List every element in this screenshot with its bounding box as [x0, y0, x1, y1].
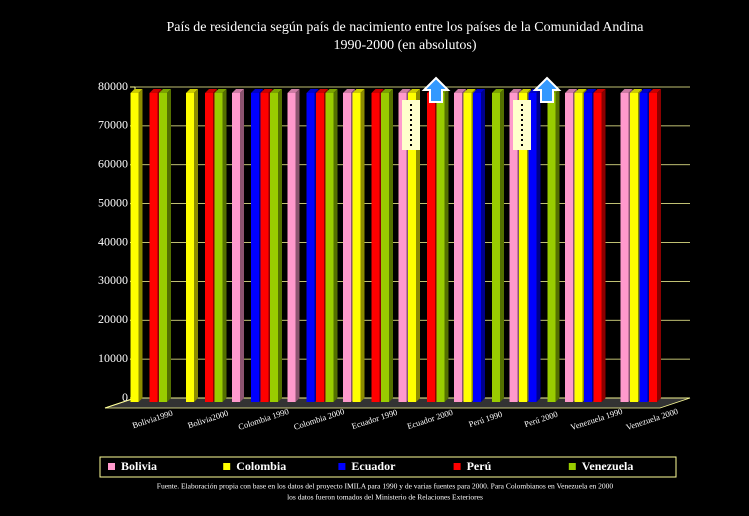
legend-swatch	[223, 463, 231, 470]
chart-subtitle: 1990-2000 (en absolutos)	[333, 38, 476, 53]
bar-side	[481, 89, 485, 402]
bar	[547, 93, 556, 402]
bar	[649, 93, 657, 402]
axis	[104, 397, 136, 409]
legend: Bolivia Colombia Ecuador Perú Venezuela	[108, 459, 633, 473]
bar	[593, 93, 602, 402]
y-tick-label: 10000	[98, 351, 128, 365]
legend-swatch	[453, 463, 461, 470]
bar	[463, 93, 472, 402]
bar	[159, 93, 167, 402]
legend-label: Ecuador	[351, 459, 396, 473]
footnote: los datos fueron tomados del Ministerio …	[287, 493, 483, 502]
bar-side	[240, 89, 244, 402]
bar-side	[536, 89, 541, 402]
bar-side	[222, 89, 227, 402]
bar	[398, 93, 407, 402]
bar-side	[416, 89, 420, 402]
y-tick-label: 60000	[98, 157, 128, 171]
legend-label: Perú	[467, 459, 492, 473]
bar-side	[555, 89, 560, 402]
bar-side	[295, 89, 300, 402]
legend-swatch	[338, 463, 346, 470]
bar	[427, 93, 435, 402]
bar	[565, 93, 573, 402]
bar-side	[389, 89, 393, 402]
bar-side	[333, 89, 338, 402]
y-tick-label: 30000	[98, 273, 128, 287]
bar-side	[360, 89, 365, 402]
bar	[381, 93, 389, 402]
bar-side	[278, 89, 282, 402]
bar	[343, 93, 351, 402]
bar	[251, 93, 259, 402]
y-tick-label: 0	[122, 390, 128, 404]
bar	[186, 93, 194, 402]
y-tick-label: 20000	[98, 312, 128, 326]
bar	[528, 93, 537, 402]
bar	[436, 93, 445, 402]
legend-label: Colombia	[236, 459, 286, 473]
legend-label: Bolivia	[121, 459, 157, 473]
plot: 0 10000 20000 30000 40000 50000 60000 70000 8000…	[98, 76, 691, 432]
legend-box	[99, 456, 677, 478]
bar	[509, 93, 518, 402]
bar	[232, 93, 240, 402]
bar-side	[500, 89, 504, 402]
bar-side	[601, 89, 606, 402]
bar	[492, 93, 500, 402]
bar	[574, 93, 583, 402]
bar	[352, 93, 361, 402]
bar-side	[138, 89, 143, 402]
bar	[519, 93, 527, 402]
bar	[306, 93, 315, 402]
legend-swatch	[568, 463, 576, 470]
arrow	[532, 76, 562, 103]
bar	[270, 93, 278, 402]
bar	[149, 93, 158, 402]
bar	[620, 93, 629, 402]
bar	[287, 93, 296, 402]
bar	[408, 93, 416, 402]
bar-side	[444, 89, 449, 402]
y-tick-label: 70000	[98, 118, 128, 132]
bar	[130, 93, 139, 402]
footnote: Fuente. Elaboración propia con base en l…	[157, 482, 614, 491]
bar	[630, 93, 638, 402]
bar	[584, 93, 592, 402]
arrow	[421, 76, 451, 103]
y-tick-label: 80000	[98, 79, 128, 93]
bar	[325, 93, 334, 402]
bar	[371, 93, 380, 402]
bar	[639, 93, 648, 402]
y-tick-label: 40000	[98, 234, 128, 248]
bar-side	[657, 89, 661, 402]
bar	[205, 93, 213, 402]
bar-side	[167, 89, 171, 402]
bar	[214, 93, 223, 402]
bar	[473, 93, 481, 402]
legend-label: Venezuela	[582, 459, 634, 473]
bar	[260, 93, 269, 402]
bar-side	[194, 89, 198, 402]
y-tick-label: 50000	[98, 195, 128, 209]
bar	[316, 93, 324, 402]
chart-title: País de residencia según país de nacimie…	[166, 20, 644, 35]
bar	[454, 93, 462, 402]
legend-swatch	[108, 463, 115, 470]
